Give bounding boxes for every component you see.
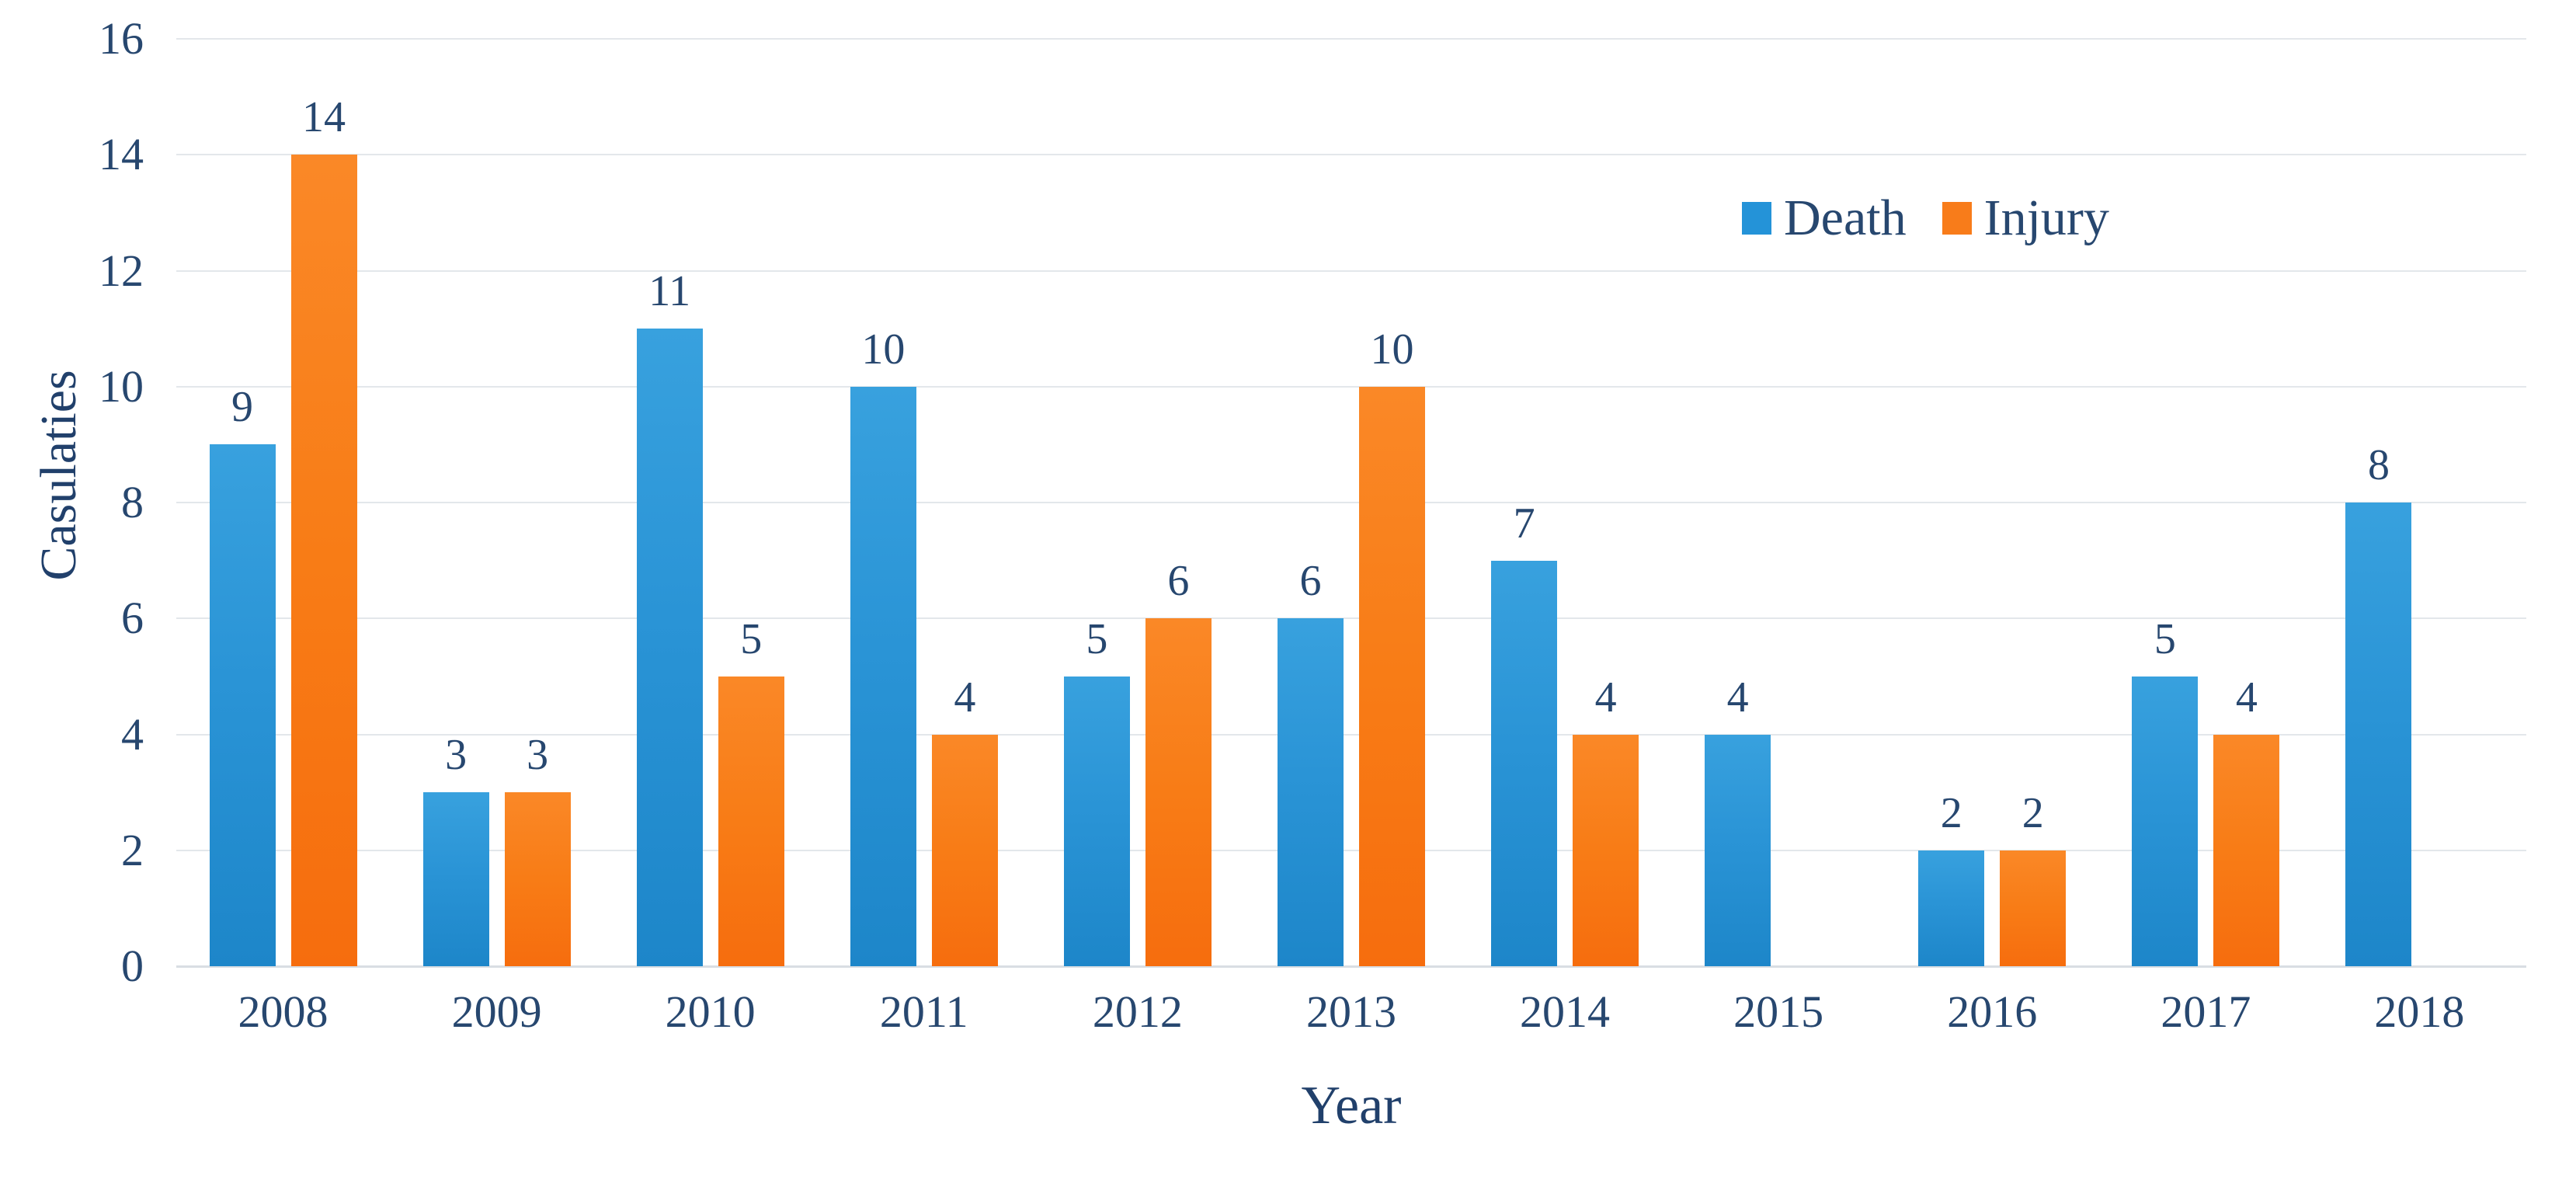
bar-injury-2017 <box>2213 734 2280 966</box>
data-label-injury-2010: 5 <box>740 614 763 663</box>
gridline-16 <box>176 38 2526 40</box>
y-tick-label: 4 <box>121 708 144 760</box>
y-tick-label: 12 <box>99 245 144 296</box>
bar-injury-2016 <box>2000 850 2067 966</box>
data-label-death-2014: 7 <box>1513 499 1535 548</box>
legend: Death Injury <box>1742 191 2109 245</box>
bar-death-2015 <box>1705 734 1771 966</box>
data-label-injury-2012: 6 <box>1167 557 1190 606</box>
gridline-2 <box>176 849 2526 851</box>
y-axis-title: Casulaties <box>30 370 87 581</box>
y-tick-label: 0 <box>121 941 144 991</box>
bar-death-2017 <box>2132 676 2199 966</box>
bar-injury-2010 <box>718 676 784 966</box>
data-label-injury-2013: 10 <box>1370 325 1414 374</box>
legend-injury-label: Injury <box>1983 190 2109 246</box>
bar-injury-2014 <box>1573 734 1639 966</box>
data-label-death-2010: 11 <box>648 267 691 316</box>
y-tick-label: 2 <box>121 824 144 875</box>
gridline-6 <box>176 617 2526 620</box>
x-tick-label: 2018 <box>2374 986 2465 1037</box>
y-tick-label: 8 <box>121 477 144 527</box>
gridline-8 <box>176 502 2526 503</box>
bar-death-2012 <box>1063 676 1130 966</box>
bar-death-2014 <box>1491 560 1558 966</box>
data-label-death-2008: 9 <box>231 383 254 432</box>
data-label-death-2015: 4 <box>1726 673 1749 722</box>
legend-death-label: Death <box>1784 190 1907 246</box>
gridline-4 <box>176 733 2526 736</box>
death-swatch-icon <box>1742 202 1771 235</box>
data-label-death-2012: 5 <box>1086 614 1108 663</box>
y-tick-label: 10 <box>99 360 144 412</box>
data-label-injury-2008: 14 <box>302 93 346 142</box>
legend-item-death: Death <box>1742 191 1907 245</box>
x-tick-label: 2017 <box>2161 986 2251 1037</box>
data-label-death-2013: 6 <box>1299 557 1322 606</box>
legend-item-injury: Injury <box>1942 191 2109 245</box>
injury-swatch-icon <box>1942 202 1972 235</box>
x-tick-label: 2008 <box>238 986 329 1037</box>
data-label-death-2016: 2 <box>1940 788 1962 837</box>
gridline-10 <box>176 385 2526 388</box>
gridline-0 <box>176 965 2526 968</box>
y-tick-label: 16 <box>99 13 144 64</box>
gridline-14 <box>176 154 2526 156</box>
x-tick-label: 2009 <box>451 986 542 1037</box>
x-tick-label: 2010 <box>665 986 756 1037</box>
x-tick-label: 2015 <box>1733 986 1824 1037</box>
bar-injury-2009 <box>504 792 571 966</box>
y-tick-label: 14 <box>99 129 144 180</box>
bar-death-2018 <box>2345 503 2412 966</box>
data-label-death-2011: 10 <box>861 325 906 374</box>
bar-injury-2008 <box>290 155 357 966</box>
bar-death-2016 <box>1918 850 1985 966</box>
bar-injury-2012 <box>1145 618 1212 966</box>
x-tick-label: 2013 <box>1305 986 1396 1037</box>
bar-injury-2011 <box>931 734 998 966</box>
data-label-death-2009: 3 <box>445 731 468 780</box>
x-tick-label: 2014 <box>1520 986 1611 1037</box>
x-tick-label: 2016 <box>1947 986 2038 1037</box>
x-tick-label: 2012 <box>1092 986 1183 1037</box>
data-label-death-2018: 8 <box>2367 441 2390 489</box>
data-label-injury-2014: 4 <box>1594 673 1617 722</box>
x-axis-title: Year <box>1301 1076 1402 1136</box>
bar-death-2008 <box>209 444 276 966</box>
bar-death-2010 <box>636 329 703 966</box>
x-tick-label: 2011 <box>879 986 968 1037</box>
data-label-death-2017: 5 <box>2154 614 2176 663</box>
data-label-injury-2016: 2 <box>2022 788 2044 837</box>
data-label-injury-2009: 3 <box>527 731 549 780</box>
bar-death-2011 <box>850 386 916 966</box>
bar-death-2009 <box>422 792 489 966</box>
bar-death-2013 <box>1278 618 1344 966</box>
data-label-injury-2017: 4 <box>2235 673 2258 722</box>
y-tick-label: 6 <box>121 593 144 644</box>
gridline-12 <box>176 270 2526 272</box>
data-label-injury-2011: 4 <box>954 673 976 722</box>
bar-injury-2013 <box>1359 386 1425 966</box>
